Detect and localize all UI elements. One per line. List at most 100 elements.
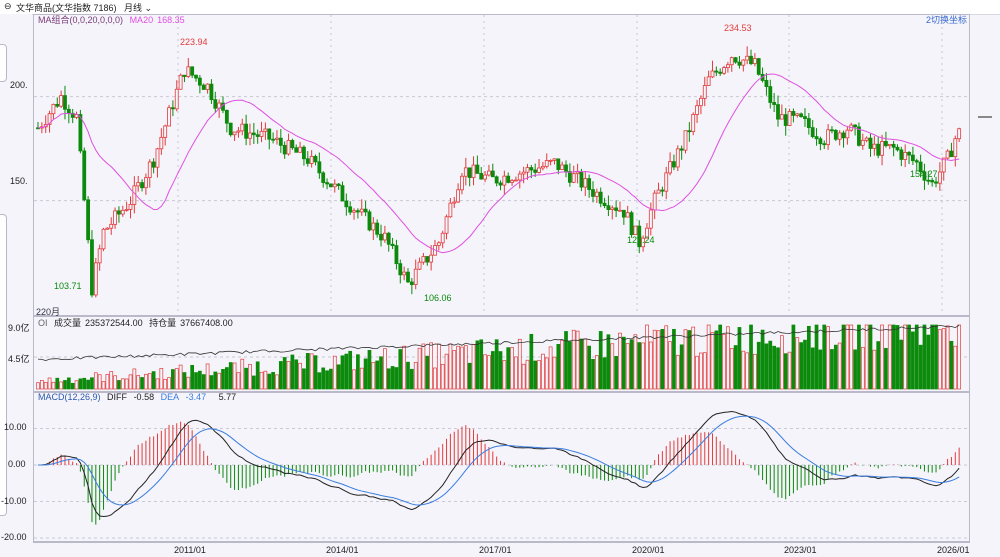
candle-body <box>614 207 619 211</box>
volume-bar <box>895 325 900 390</box>
volume-bar <box>949 340 954 390</box>
volume-bar <box>55 377 60 390</box>
volume-bar <box>525 359 530 390</box>
volume-bar <box>213 371 218 390</box>
candle-body <box>163 125 168 138</box>
candle-body <box>787 111 792 126</box>
volume-bar <box>502 360 507 390</box>
candle-body <box>178 74 183 90</box>
candle-body <box>752 58 757 65</box>
volume-bar <box>479 339 484 390</box>
candle-body <box>429 254 434 263</box>
candle-body <box>406 271 410 283</box>
candle-body <box>949 150 954 158</box>
candle-body <box>113 210 117 225</box>
candle-body <box>151 161 156 168</box>
candle-body <box>953 138 958 158</box>
volume-bar <box>348 350 353 390</box>
candle-body <box>514 179 518 182</box>
candle-body <box>124 209 129 211</box>
diff-line <box>37 410 960 518</box>
volume-bar <box>818 349 823 390</box>
side-tab-top[interactable] <box>0 44 7 82</box>
volume-bar <box>899 339 904 390</box>
volume-bar <box>410 368 414 390</box>
time-axis: 2011/01 2014/01 2017/01 2020/01 2023/01 … <box>33 542 970 557</box>
candle-body <box>633 225 638 236</box>
volume-legend: OI 成交量 235372544.00 持仓量 37667408.00 <box>38 316 237 329</box>
candle-body <box>101 228 106 250</box>
candle-body <box>90 239 94 296</box>
period-selector[interactable]: 月线 ⌄ <box>124 3 153 13</box>
candle-body <box>756 58 761 75</box>
scale-handle[interactable] <box>978 116 992 118</box>
volume-bar <box>510 347 514 390</box>
candle-body <box>82 150 87 201</box>
volume-bar <box>325 370 329 390</box>
price-panel[interactable]: 223.94 234.53 103.71 106.06 127.24 154.27 MA组… <box>33 14 970 317</box>
candle-body <box>857 126 861 146</box>
candle-body <box>332 183 337 188</box>
candle-body <box>741 59 746 66</box>
candle-body <box>656 189 661 194</box>
candle-body <box>498 182 503 186</box>
candle-body <box>232 131 237 136</box>
volume-bar <box>741 350 746 390</box>
macd-chart[interactable] <box>34 393 969 541</box>
candle-body <box>325 182 329 185</box>
candle-body <box>86 199 91 241</box>
side-tab-bottom[interactable] <box>0 214 7 516</box>
candle-body <box>822 143 827 146</box>
volume-bar <box>232 362 237 390</box>
volume-bar <box>787 351 792 390</box>
volume-bar <box>660 329 665 390</box>
candle-body <box>394 245 399 265</box>
volume-bar <box>128 374 133 390</box>
volume-bar <box>221 369 225 390</box>
volume-bar <box>903 324 908 390</box>
candle-body <box>826 129 831 145</box>
candle-body <box>687 130 692 133</box>
volume-chart[interactable] <box>34 317 969 391</box>
candle-body <box>918 161 923 173</box>
candle-body <box>934 181 938 184</box>
volume-bar <box>244 367 248 390</box>
candle-body <box>167 107 171 127</box>
candle-body <box>159 136 164 150</box>
candle-body <box>194 74 198 79</box>
volume-bar <box>517 338 522 390</box>
macd-panel[interactable]: MACD(12,26,9) DIFF -0.58 DEA -3.47 5.77 <box>33 392 970 542</box>
candle-body <box>722 67 726 74</box>
candle-body <box>248 132 252 139</box>
volume-bar <box>652 329 657 390</box>
candle-body <box>803 116 807 119</box>
volume-bar <box>59 381 63 390</box>
volume-bar <box>275 374 279 390</box>
candle-body <box>625 212 630 218</box>
extreme-price-label: 127.24 <box>627 235 655 245</box>
volume-bar <box>714 330 719 390</box>
volume-bar <box>914 324 919 390</box>
candle-body <box>594 191 599 197</box>
volume-bar <box>63 380 67 390</box>
xtick-2026: 2026/01 <box>937 545 970 555</box>
price-chart[interactable]: 223.94 234.53 103.71 106.06 127.24 154.27 <box>34 15 969 315</box>
volume-bar <box>487 355 491 390</box>
candle-body <box>571 173 576 183</box>
coordinate-switch[interactable]: 2切换坐标 <box>925 15 967 25</box>
volume-bar <box>833 344 838 390</box>
volume-bar <box>498 351 503 390</box>
volume-bar <box>371 362 376 390</box>
volume-bar <box>729 348 734 390</box>
volume-bar <box>776 347 780 390</box>
candle-body <box>197 77 202 86</box>
instrument-title[interactable]: 文华商品(文华指数 7186) <box>16 3 117 13</box>
candle-body <box>691 114 696 132</box>
candle-body <box>271 138 276 141</box>
candle-body <box>259 130 264 137</box>
volume-bar <box>934 324 938 390</box>
volume-bar <box>467 362 472 390</box>
volume-bar <box>610 343 615 390</box>
volume-bar <box>629 339 634 390</box>
volume-panel[interactable]: OI 成交量 235372544.00 持仓量 37667408.00 <box>33 316 970 392</box>
